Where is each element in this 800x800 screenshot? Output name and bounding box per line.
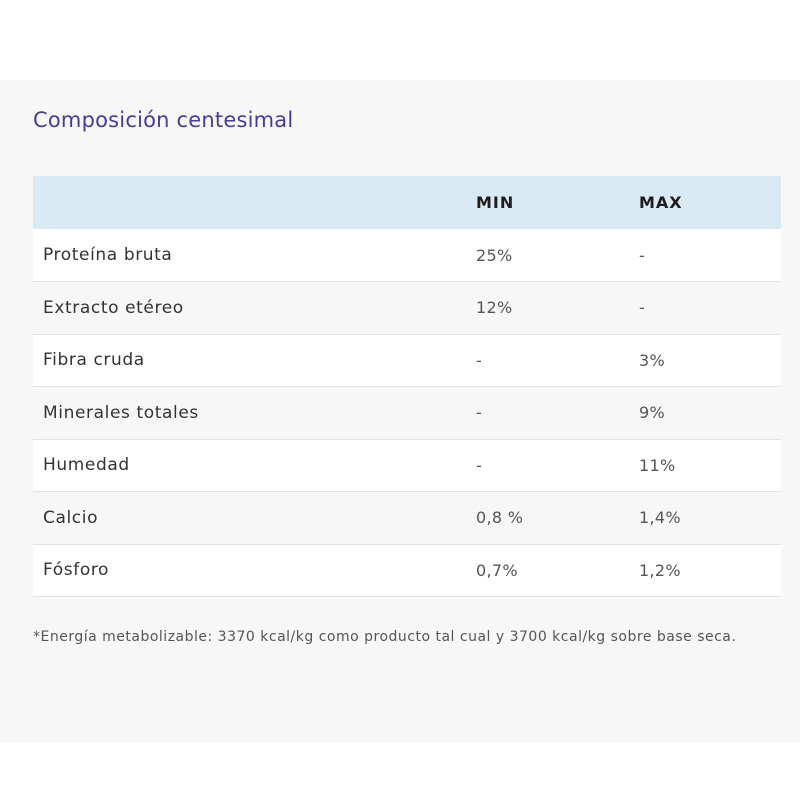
- composition-table: MIN MAX Proteína bruta 25% - Extracto et…: [33, 176, 781, 597]
- composition-panel: [0, 80, 800, 742]
- nutrient-name: Proteína bruta: [43, 245, 173, 265]
- min-value: -: [476, 350, 483, 370]
- table-row: Minerales totales - 9%: [33, 386, 781, 439]
- max-value: 11%: [639, 455, 676, 475]
- max-value: 1,4%: [639, 508, 681, 528]
- nutrient-name: Fibra cruda: [43, 350, 145, 371]
- min-value: 25%: [476, 245, 513, 265]
- header-max: MAX: [639, 193, 683, 212]
- section-title: Composición centesimal: [33, 108, 294, 132]
- table-row: Calcio 0,8 % 1,4%: [33, 491, 781, 544]
- max-value: 3%: [639, 350, 665, 370]
- nutrient-name: Humedad: [43, 455, 130, 476]
- min-value: -: [476, 403, 483, 423]
- header-min: MIN: [476, 193, 515, 212]
- min-value: 0,7%: [476, 560, 518, 580]
- nutrient-name: Fósforo: [43, 560, 110, 581]
- nutrient-name: Minerales totales: [43, 402, 199, 423]
- nutrient-name: Extracto etéreo: [43, 297, 184, 318]
- max-value: -: [639, 245, 646, 265]
- table-row: Proteína bruta 25% -: [33, 229, 781, 282]
- min-value: 0,8 %: [476, 508, 524, 528]
- table-row: Fósforo 0,7% 1,2%: [33, 544, 781, 597]
- header-nutrient: [33, 176, 466, 229]
- table-header-row: MIN MAX: [33, 176, 781, 229]
- max-value: 1,2%: [639, 560, 681, 580]
- energy-footnote: *Energía metabolizable: 3370 kcal/kg com…: [33, 629, 737, 645]
- max-value: -: [639, 298, 646, 318]
- min-value: -: [476, 455, 483, 475]
- table-row: Fibra cruda - 3%: [33, 334, 781, 387]
- min-value: 12%: [476, 298, 513, 318]
- max-value: 9%: [639, 403, 665, 423]
- nutrient-name: Calcio: [43, 507, 99, 528]
- table-row: Extracto etéreo 12% -: [33, 281, 781, 334]
- table-row: Humedad - 11%: [33, 439, 781, 492]
